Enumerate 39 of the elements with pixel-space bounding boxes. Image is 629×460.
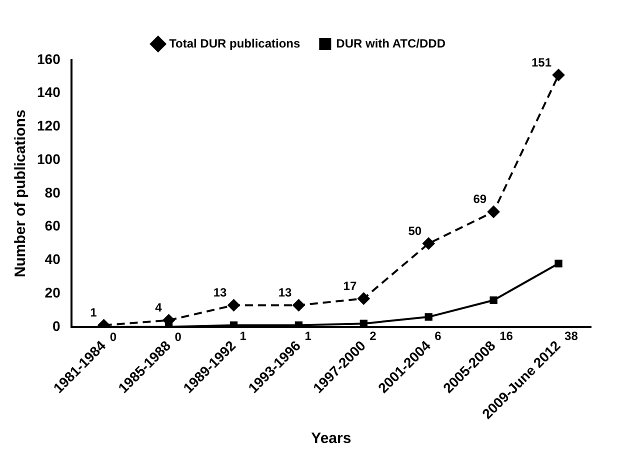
y-tick-label: 120 <box>37 118 61 134</box>
x-axis-title: Years <box>311 430 352 448</box>
data-label: 69 <box>473 192 487 206</box>
data-label: 13 <box>213 286 228 300</box>
point <box>488 206 500 218</box>
data-label: 0 <box>174 330 182 344</box>
data-label: 1 <box>304 329 312 344</box>
y-tick-label: 80 <box>44 184 61 200</box>
data-label: 16 <box>500 329 514 344</box>
data-label: 50 <box>408 224 422 238</box>
data-label: 2 <box>370 329 377 344</box>
point <box>228 299 240 312</box>
point <box>554 260 562 268</box>
point <box>422 238 435 250</box>
data-label: 17 <box>343 278 357 293</box>
legend-label: Total DUR publications <box>169 36 300 50</box>
data-label: 13 <box>278 286 292 300</box>
y-tick-label: 20 <box>44 284 61 300</box>
point <box>552 69 565 82</box>
point <box>424 313 432 321</box>
data-label: 1 <box>240 329 247 344</box>
point <box>292 299 305 312</box>
y-tick-label: 100 <box>37 150 61 167</box>
data-label: 151 <box>531 55 552 70</box>
y-tick-label: 140 <box>37 84 61 100</box>
y-axis-title: Number of publications <box>12 110 30 278</box>
data-label: 38 <box>564 329 578 344</box>
data-label: 0 <box>110 330 117 344</box>
y-tick-label: 40 <box>44 251 61 268</box>
y-tick-label: 0 <box>52 318 61 334</box>
data-label: 6 <box>434 329 442 344</box>
y-tick-label: 160 <box>37 50 61 67</box>
data-label: 1 <box>90 306 98 320</box>
point <box>360 320 368 327</box>
y-tick-label: 60 <box>44 218 61 234</box>
legend-label: DUR with ATC/DDD <box>336 36 446 50</box>
point <box>358 292 370 305</box>
data-label: 4 <box>155 300 162 315</box>
point <box>490 296 498 304</box>
